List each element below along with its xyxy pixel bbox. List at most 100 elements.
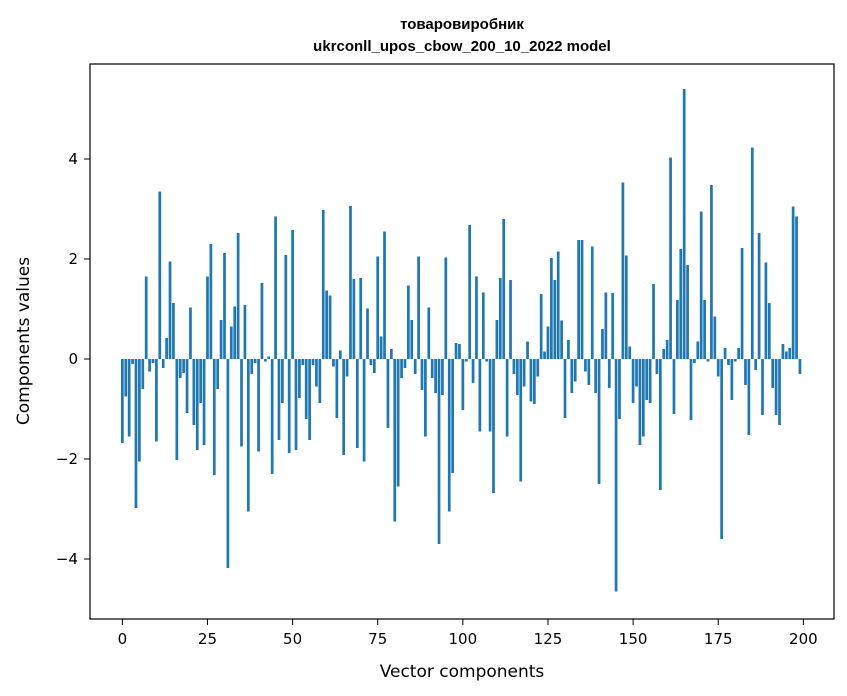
bar-component-97 — [451, 359, 454, 473]
bar-component-139 — [594, 359, 598, 393]
bar-component-156 — [652, 284, 655, 359]
x-tick-label: 200 — [789, 630, 818, 648]
bar-component-55 — [308, 359, 311, 440]
bar-component-154 — [645, 359, 649, 400]
bar-component-142 — [604, 292, 608, 359]
bar-component-107 — [485, 359, 489, 362]
bar-component-10 — [155, 359, 158, 442]
bar-component-106 — [481, 292, 485, 359]
bar-component-69 — [355, 359, 359, 448]
bar-component-28 — [216, 359, 220, 389]
bar-component-168 — [693, 359, 696, 363]
bar-component-108 — [488, 359, 492, 432]
y-axis-label: Components values — [14, 257, 34, 425]
bar-component-173 — [710, 185, 713, 359]
bar-component-40 — [257, 359, 260, 452]
bar-component-73 — [369, 359, 373, 365]
bar-component-103 — [471, 359, 475, 383]
bar-component-90 — [427, 307, 431, 359]
bar-component-16 — [175, 359, 179, 460]
bar-component-18 — [182, 359, 185, 373]
bar-component-160 — [665, 340, 669, 359]
bar-component-86 — [413, 359, 417, 374]
bar-component-51 — [294, 359, 298, 450]
bar-component-0 — [120, 359, 124, 443]
bar-component-100 — [461, 359, 465, 410]
bar-component-76 — [379, 336, 383, 359]
bar-component-167 — [689, 359, 693, 420]
bar-component-183 — [744, 359, 747, 385]
bar-component-59 — [321, 210, 325, 359]
x-tick-label: 100 — [449, 630, 478, 648]
bar-component-33 — [233, 306, 237, 359]
bar-component-174 — [713, 316, 717, 359]
bar-component-87 — [417, 256, 420, 359]
bar-component-2 — [127, 359, 131, 437]
bar-component-186 — [754, 359, 758, 370]
bar-component-41 — [260, 283, 264, 359]
x-tick-label: 25 — [198, 630, 217, 648]
bar-component-8 — [148, 359, 151, 372]
bar-component-120 — [529, 359, 533, 402]
bar-component-180 — [733, 359, 737, 362]
bar-component-94 — [441, 359, 444, 395]
bar-component-83 — [403, 359, 407, 368]
bar-component-133 — [573, 359, 577, 382]
bar-component-74 — [372, 359, 376, 373]
bar-component-179 — [730, 359, 734, 400]
y-tick-label: 2 — [68, 250, 78, 268]
bar-component-50 — [291, 230, 294, 359]
bar-component-38 — [250, 359, 254, 374]
bar-component-44 — [270, 359, 274, 474]
bar-component-175 — [716, 359, 720, 377]
bar-component-35 — [240, 359, 243, 447]
bar-component-75 — [376, 256, 380, 359]
bar-component-102 — [468, 225, 472, 359]
bar-component-31 — [226, 359, 230, 568]
bar-component-78 — [386, 359, 390, 428]
bar-component-19 — [185, 359, 189, 413]
bar-component-53 — [301, 359, 305, 365]
bar-component-20 — [189, 307, 192, 359]
bar-component-191 — [771, 359, 775, 388]
bar-component-1 — [124, 359, 128, 397]
bar-component-125 — [546, 326, 550, 359]
x-tick-label: 150 — [619, 630, 648, 648]
x-axis-label: Vector components — [380, 662, 545, 682]
x-axis-ticks: 0 25 50 75 100 125 150 175 200 — [118, 619, 818, 648]
bar-component-111 — [498, 278, 502, 359]
bar-component-129 — [560, 320, 563, 359]
bar-component-190 — [767, 303, 771, 359]
bar-component-187 — [757, 233, 761, 359]
bar-component-85 — [410, 320, 414, 359]
bar-component-172 — [706, 359, 710, 362]
bar-component-194 — [781, 344, 785, 359]
bar-component-26 — [209, 244, 213, 359]
bar-component-192 — [774, 359, 778, 415]
bar-component-88 — [420, 359, 424, 390]
bar-component-177 — [723, 348, 727, 359]
bar-component-143 — [607, 359, 611, 388]
bar-component-126 — [550, 258, 553, 359]
bar-component-105 — [478, 359, 482, 432]
bar-component-72 — [366, 308, 369, 359]
bar-component-57 — [315, 359, 318, 387]
bar-component-196 — [788, 348, 792, 359]
bar-component-198 — [795, 216, 798, 359]
bar-component-63 — [335, 359, 339, 418]
bar-component-5 — [138, 359, 141, 462]
bar-component-4 — [134, 359, 138, 508]
y-axis-ticks: −4 −2 0 2 4 — [56, 150, 90, 568]
y-tick-label: 0 — [68, 350, 78, 368]
bar-component-62 — [332, 359, 335, 367]
bar-component-134 — [577, 240, 580, 359]
bars-group — [120, 89, 802, 592]
bar-component-49 — [287, 359, 291, 453]
bar-component-128 — [556, 251, 560, 359]
bar-component-114 — [509, 280, 512, 359]
bar-component-176 — [720, 359, 723, 539]
bar-component-188 — [761, 359, 764, 415]
bar-component-42 — [264, 359, 267, 362]
bar-component-116 — [515, 359, 519, 395]
